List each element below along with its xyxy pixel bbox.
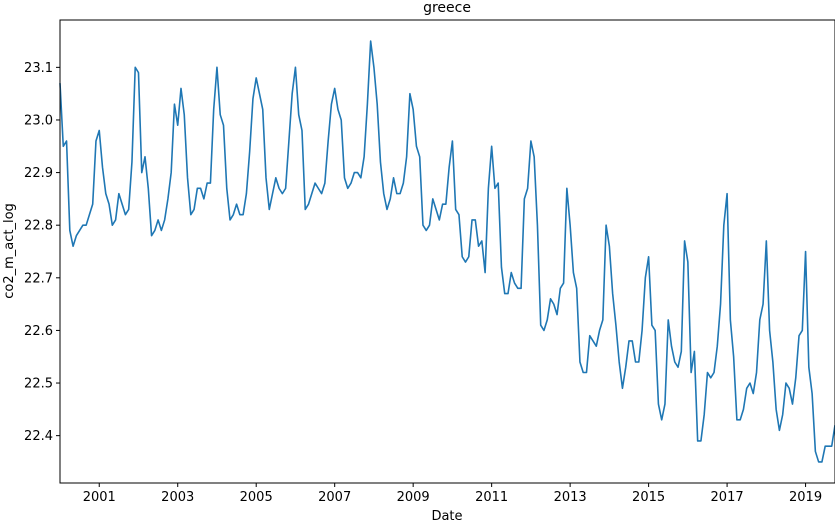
plot-frame xyxy=(59,19,835,484)
x-axis-ticks: 2001 2003 2005 2007 2009 2011 2013 2015 2017 2019 xyxy=(83,483,822,505)
x-axis-label: Date xyxy=(431,509,462,524)
y-tick-label: 22.7 xyxy=(24,271,53,286)
y-tick-label: 22.8 xyxy=(24,219,53,234)
x-tick-label: 2019 xyxy=(789,490,822,505)
chart-title: greece xyxy=(423,0,471,16)
y-tick-label: 23.1 xyxy=(24,61,53,76)
y-tick-label: 22.4 xyxy=(24,429,53,444)
x-tick-label: 2011 xyxy=(475,490,508,505)
x-tick-label: 2001 xyxy=(83,490,116,505)
y-axis-label: co2_m_act_log xyxy=(2,203,17,299)
x-tick-label: 2003 xyxy=(161,490,194,505)
y-tick-label: 23.0 xyxy=(24,113,53,128)
y-tick-label: 22.5 xyxy=(24,377,53,392)
x-tick-label: 2017 xyxy=(711,490,744,505)
y-tick-label: 22.6 xyxy=(24,324,53,339)
y-tick-label: 22.9 xyxy=(24,166,53,181)
y-axis-ticks: 22.4 22.5 22.6 22.7 22.8 22.9 23.0 23.1 xyxy=(24,61,60,444)
series-line xyxy=(59,40,835,463)
x-tick-label: 2009 xyxy=(397,490,430,505)
x-tick-label: 2013 xyxy=(554,490,587,505)
x-tick-label: 2007 xyxy=(318,490,351,505)
x-tick-label: 2005 xyxy=(240,490,273,505)
x-tick-label: 2015 xyxy=(632,490,665,505)
